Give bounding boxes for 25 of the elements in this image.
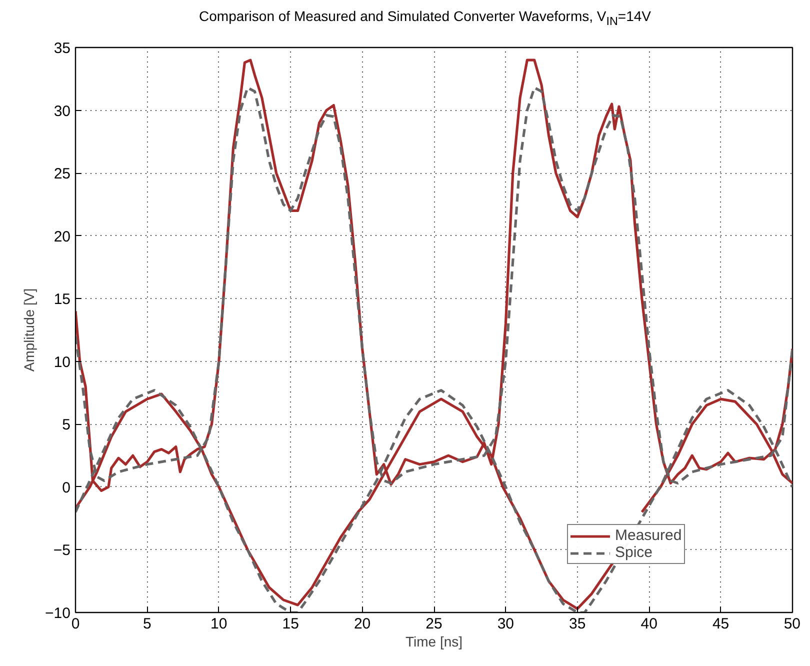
x-tick-label: 5 xyxy=(143,616,152,632)
y-tick-label: 20 xyxy=(54,228,71,246)
y-tick-label: 15 xyxy=(54,291,71,308)
x-tick-label: 45 xyxy=(712,616,730,632)
x-tick-label: 10 xyxy=(210,616,228,632)
y-tick-label: 0 xyxy=(62,479,70,496)
y-tick-label: 5 xyxy=(62,416,70,434)
y-tick-label: −5 xyxy=(53,542,71,560)
x-tick-label: 35 xyxy=(569,616,586,632)
y-tick-label: 30 xyxy=(54,102,71,120)
y-tick-label: 10 xyxy=(54,354,71,371)
x-tick-label: 20 xyxy=(354,616,371,632)
legend-label: Spice xyxy=(615,544,653,561)
legend-label: Measured xyxy=(615,527,682,544)
x-axis-title: Time [ns] xyxy=(405,634,463,650)
x-tick-label: 50 xyxy=(784,616,801,632)
x-tick-label: 15 xyxy=(282,616,299,632)
chart-title: Comparison of Measured and Simulated Converter Waveforms, V$_{IN}$=14V xyxy=(198,7,652,30)
y-tick-label: 35 xyxy=(54,40,71,57)
y-axis-title: Amplitude [V] xyxy=(21,288,38,372)
y-tick-label: 25 xyxy=(54,166,71,183)
y-tick-label: −10 xyxy=(45,605,71,622)
x-tick-label: 25 xyxy=(426,616,442,632)
x-tick-label: 30 xyxy=(497,616,514,632)
x-tick-label: 40 xyxy=(640,616,658,632)
